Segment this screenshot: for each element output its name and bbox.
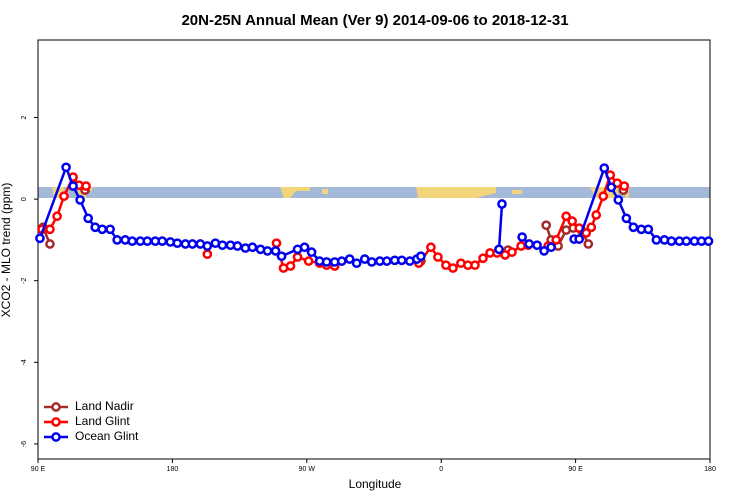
point — [61, 162, 71, 173]
ocean-strip — [38, 187, 710, 198]
point — [613, 195, 624, 205]
point — [271, 238, 282, 249]
point — [567, 216, 578, 226]
x-tick-label: 90 E — [31, 466, 46, 473]
point — [599, 163, 610, 173]
point — [105, 224, 115, 235]
point — [45, 224, 55, 235]
point — [574, 234, 585, 244]
x-tick-label: 180 — [704, 466, 716, 473]
point — [262, 246, 273, 256]
point — [292, 252, 303, 262]
point — [583, 239, 594, 249]
legend-label: Land Glint — [75, 414, 130, 428]
land-patches — [52, 187, 629, 198]
point — [142, 236, 153, 246]
point — [321, 257, 332, 267]
point — [112, 235, 122, 245]
point — [546, 242, 556, 253]
series-line — [38, 163, 709, 265]
point — [561, 211, 572, 222]
y-tick-label: 0 — [21, 197, 28, 201]
point — [541, 220, 552, 231]
point — [494, 244, 504, 255]
point — [551, 235, 562, 245]
point — [621, 213, 632, 224]
point — [396, 255, 407, 266]
point — [232, 241, 243, 251]
point — [478, 253, 488, 264]
point — [75, 195, 85, 205]
point — [217, 240, 228, 251]
point — [517, 232, 527, 242]
point — [299, 242, 310, 253]
point — [344, 254, 355, 264]
x-tick-label: 0 — [439, 466, 443, 473]
point — [524, 239, 535, 249]
y-tick-label: 2 — [21, 115, 28, 119]
point — [651, 235, 662, 245]
point — [336, 256, 347, 266]
point — [127, 236, 138, 246]
point — [81, 181, 91, 191]
point — [202, 241, 213, 251]
point — [470, 260, 480, 271]
legend-marker — [51, 432, 61, 442]
point — [83, 213, 94, 224]
point — [172, 238, 183, 249]
point — [187, 239, 198, 249]
point — [68, 181, 78, 191]
point — [59, 191, 69, 202]
point — [532, 240, 542, 251]
point — [306, 247, 317, 258]
point — [606, 182, 617, 193]
y-tick-label: -6 — [21, 441, 28, 447]
point — [97, 224, 108, 235]
point — [433, 252, 443, 262]
point — [285, 261, 296, 271]
chart-title: 20N-25N Annual Mean (Ver 9) 2014-09-06 t… — [181, 12, 568, 29]
point — [586, 222, 597, 233]
point — [598, 191, 609, 202]
point — [628, 222, 639, 233]
x-axis-label: Longitude — [349, 477, 402, 491]
legend-marker — [51, 417, 61, 427]
x-tick-label: 90 E — [568, 466, 583, 473]
point — [247, 242, 258, 253]
point — [381, 256, 392, 266]
x-tick-label: 180 — [167, 466, 179, 473]
point — [681, 236, 692, 246]
y-tick-label: -2 — [21, 277, 28, 283]
point — [45, 239, 55, 249]
x-tick-label: 90 W — [299, 466, 316, 473]
point — [539, 246, 549, 256]
land-ocean-band — [38, 187, 710, 198]
point — [35, 233, 45, 244]
point — [426, 242, 436, 253]
point — [416, 251, 426, 262]
y-tick-label: -4 — [21, 359, 28, 365]
point — [366, 257, 377, 267]
legend-marker — [51, 402, 61, 412]
point — [643, 224, 654, 235]
point — [276, 251, 287, 262]
point — [351, 258, 362, 269]
point — [52, 211, 62, 222]
point — [497, 199, 507, 209]
point — [619, 181, 630, 191]
point — [591, 210, 602, 220]
plot-frame — [37, 39, 711, 460]
point — [448, 263, 458, 273]
point — [507, 247, 517, 258]
point — [303, 256, 314, 266]
point — [157, 236, 168, 246]
point — [202, 249, 213, 260]
legend-label: Ocean Glint — [75, 429, 139, 443]
point — [703, 236, 714, 246]
y-axis-label: XCO2 - MLO trend (ppm) — [0, 183, 13, 318]
legend-label: Land Nadir — [75, 399, 134, 413]
point — [666, 236, 677, 246]
point — [270, 246, 281, 256]
